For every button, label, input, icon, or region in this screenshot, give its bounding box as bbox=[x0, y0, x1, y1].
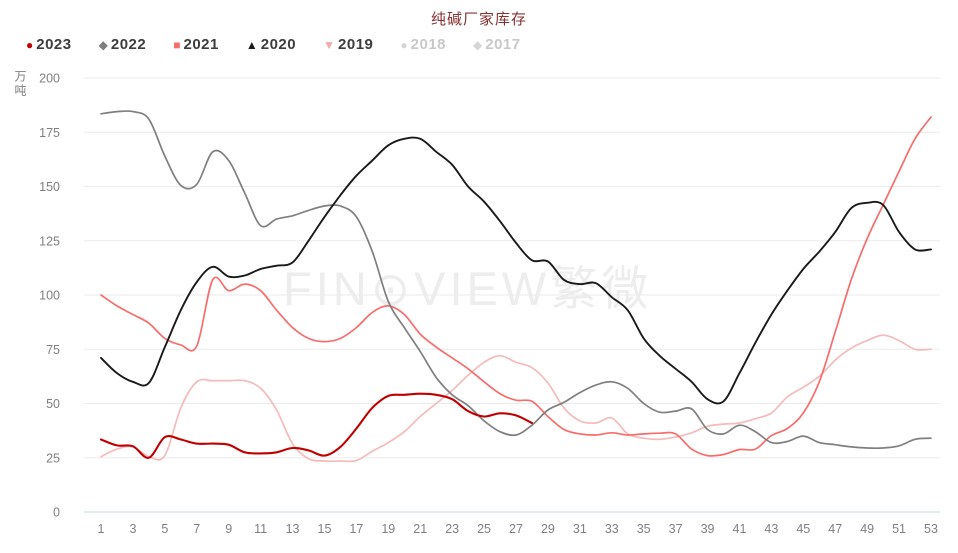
x-tick-label: 9 bbox=[225, 522, 232, 536]
legend-item-2021[interactable]: ■ 2021 bbox=[173, 36, 219, 53]
x-tick-label: 5 bbox=[161, 522, 168, 536]
x-tick-label: 17 bbox=[349, 522, 363, 536]
gridlines bbox=[84, 77, 940, 513]
x-tick-label: 25 bbox=[477, 522, 491, 536]
watermark: FIN⊙VIEW繁微 bbox=[283, 262, 653, 315]
y-tick-label: 150 bbox=[39, 180, 60, 194]
series-line-2021 bbox=[100, 116, 932, 457]
y-tick-label: 75 bbox=[46, 343, 60, 357]
y-tick-label: 50 bbox=[46, 397, 60, 411]
legend-label: 2020 bbox=[260, 36, 297, 53]
chart-title: 纯碱厂家库存 bbox=[430, 11, 527, 28]
x-tick-label: 11 bbox=[254, 522, 267, 536]
y-tick-label: 175 bbox=[39, 126, 60, 140]
x-tick-label: 23 bbox=[445, 522, 459, 536]
legend-label: 2022 bbox=[110, 36, 147, 53]
series-line-2022 bbox=[100, 110, 932, 450]
series-line-2019 bbox=[100, 334, 932, 463]
x-tick-label: 39 bbox=[701, 522, 715, 536]
circle-icon: ● bbox=[26, 37, 34, 52]
x-tick-label: 47 bbox=[828, 522, 842, 536]
legend-label: 2018 bbox=[410, 36, 447, 53]
x-tick-label: 27 bbox=[509, 522, 523, 536]
y-tick-label: 100 bbox=[39, 289, 60, 303]
x-tick-label: 31 bbox=[573, 522, 587, 536]
x-tick-label: 53 bbox=[924, 522, 938, 536]
x-tick-label: 33 bbox=[605, 522, 619, 536]
legend-label: 2019 bbox=[338, 36, 374, 53]
legend-item-2020[interactable]: ▲ 2020 bbox=[246, 36, 296, 53]
legend-label: 2017 bbox=[485, 36, 521, 53]
y-tick-label: 0 bbox=[53, 506, 60, 520]
x-tick-label: 13 bbox=[286, 522, 300, 536]
series-line-2023 bbox=[99, 392, 534, 459]
legend-label: 2023 bbox=[36, 36, 72, 53]
y-tick-label: 125 bbox=[39, 234, 60, 248]
legend-label: 2021 bbox=[183, 36, 219, 53]
y-axis-tick-labels: 0 25 50 75 100 125 150 175 200 bbox=[39, 72, 60, 520]
x-tick-label: 51 bbox=[892, 522, 906, 536]
legend-item-2017[interactable]: ◆ 2017 bbox=[473, 36, 521, 53]
legend-item-2019[interactable]: ▼ 2019 bbox=[323, 36, 373, 53]
circle-icon: ● bbox=[400, 37, 408, 52]
triangle-down-icon: ▼ bbox=[323, 37, 336, 52]
x-tick-label: 37 bbox=[669, 522, 683, 536]
triangle-up-icon: ▲ bbox=[245, 37, 258, 52]
square-icon: ■ bbox=[173, 37, 181, 52]
x-tick-label: 1 bbox=[98, 522, 105, 536]
x-tick-label: 3 bbox=[129, 522, 136, 536]
x-tick-label: 43 bbox=[764, 522, 778, 536]
series-line-2020 bbox=[100, 136, 932, 405]
x-tick-label: 49 bbox=[860, 522, 874, 536]
diamond-icon: ◆ bbox=[98, 37, 108, 52]
x-tick-label: 7 bbox=[193, 522, 200, 536]
x-tick-label: 29 bbox=[541, 522, 555, 536]
diamond-icon: ◆ bbox=[473, 37, 483, 52]
x-tick-label: 15 bbox=[318, 522, 332, 536]
legend-item-2023[interactable]: ● 2023 bbox=[26, 36, 72, 53]
legend: ● 2023 ◆ 2022 ■ 2021 ▲ 2020 ▼ 2019 ● 2018 ◆ 2017 bbox=[26, 36, 548, 53]
x-axis-tick-labels: 1 3 5 7 9 11 13 15 17 19 21 23 25 27 29 31 33 35 37 39 41 43 4… bbox=[98, 522, 938, 536]
y-tick-label: 25 bbox=[46, 451, 60, 465]
legend-item-2018[interactable]: ● 2018 bbox=[400, 36, 446, 53]
x-tick-label: 21 bbox=[413, 522, 427, 536]
x-tick-label: 35 bbox=[637, 522, 651, 536]
legend-item-2022[interactable]: ◆ 2022 bbox=[99, 36, 147, 53]
x-tick-label: 45 bbox=[796, 522, 810, 536]
y-axis-unit-label: 万吨 bbox=[13, 70, 27, 98]
y-tick-label: 200 bbox=[39, 72, 60, 86]
x-tick-label: 41 bbox=[733, 522, 747, 536]
x-tick-label: 19 bbox=[381, 522, 395, 536]
